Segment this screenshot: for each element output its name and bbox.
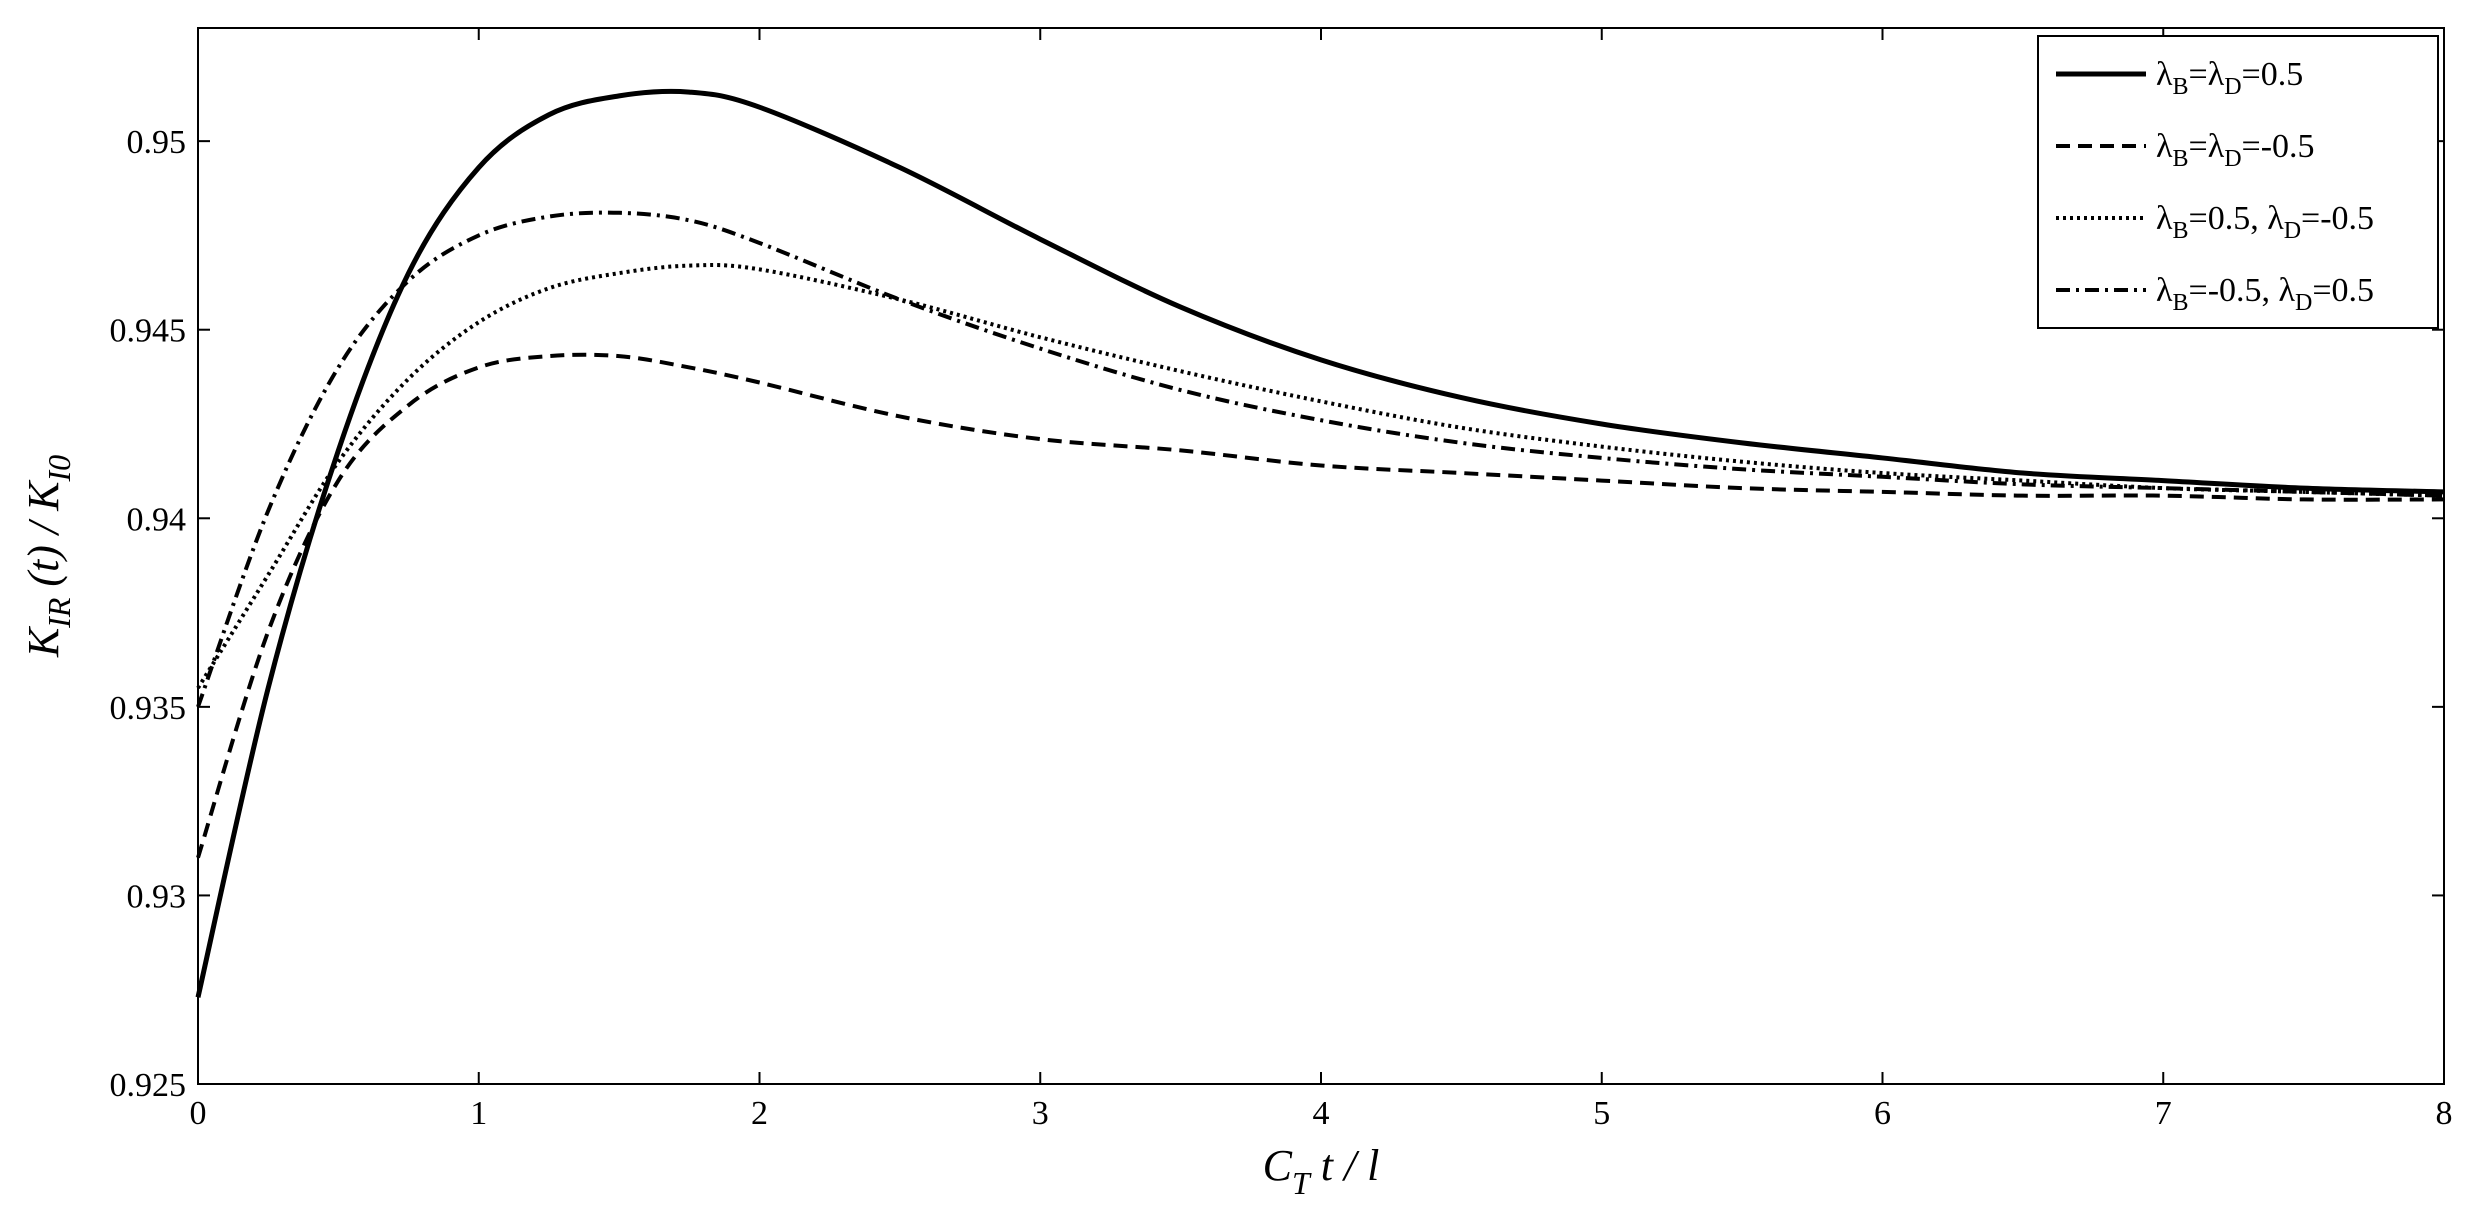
legend-text-part: =-0.5,	[2189, 272, 2279, 309]
legend-subscript: D	[2224, 74, 2241, 100]
legend-subscript: D	[2295, 290, 2312, 316]
x-tick-label: 2	[751, 1095, 768, 1132]
y-tick-label: 0.935	[110, 690, 187, 727]
x-axis-title: CT t / l	[1263, 1141, 1380, 1201]
legend-text-part: λ	[2156, 272, 2173, 309]
axis-ticks: 0 1 2 3 4 5 6 7 8 0.925 0.93 0.935 0.94 0.945 0.95	[110, 28, 2453, 1132]
legend-subscript: B	[2173, 290, 2189, 316]
legend-text-part: =0.5	[2312, 272, 2374, 309]
x-axis-title-sub: T	[1292, 1165, 1312, 1201]
series-line-3	[196, 263, 2445, 690]
legend-text-part: =0.5	[2242, 56, 2304, 93]
legend-text-part: λ	[2156, 200, 2173, 237]
y-axis-title: KIR (t) / KI0	[19, 455, 77, 658]
legend-text-part: λ	[2267, 200, 2284, 237]
x-tick-label: 4	[1313, 1095, 1330, 1132]
legend-text-part: =0.5,	[2189, 200, 2268, 237]
y-axis-title-mid: (t) /	[19, 511, 68, 598]
legend: λB​=λD=0.5λB​=λD=-0.5λB=0.5, λD=-0.5λB=-…	[2037, 35, 2439, 329]
legend-text-part: =-0.5	[2301, 200, 2374, 237]
y-tick-label: 0.94	[127, 501, 187, 538]
legend-subscript: D	[2224, 146, 2241, 172]
legend-subscript: B	[2173, 218, 2189, 244]
series-line-2	[196, 352, 2445, 859]
y-axis-title-k2-sub: I0	[41, 455, 77, 483]
legend-text-part: =-0.5	[2242, 128, 2315, 165]
legend-label-1: λB​=λD=0.5	[2156, 56, 2303, 100]
y-tick-label: 0.925	[110, 1067, 187, 1104]
x-tick-label: 1	[470, 1095, 487, 1132]
legend-label-2: λB​=λD=-0.5	[2156, 128, 2315, 172]
x-axis-title-main: C	[1263, 1141, 1293, 1190]
y-axis-title-k2: K	[19, 479, 68, 512]
x-tick-label: 6	[1874, 1095, 1891, 1132]
y-tick-label: 0.93	[127, 878, 187, 915]
legend-subscript: B	[2173, 74, 2189, 100]
legend-subscript: B	[2173, 146, 2189, 172]
legend-text-part: =λ	[2189, 56, 2225, 93]
x-tick-label: 5	[1593, 1095, 1610, 1132]
y-axis-title-k1-sub: IR	[41, 597, 77, 629]
y-tick-label: 0.95	[127, 124, 187, 161]
legend-text-part: λ	[2279, 272, 2296, 309]
series-lines	[195, 88, 2445, 998]
y-axis-title-k1: K	[19, 625, 68, 658]
x-axis-title-rest: t / l	[1310, 1141, 1380, 1190]
series-line-4	[196, 210, 2445, 708]
y-tick-label: 0.945	[110, 313, 187, 350]
series-line-1	[195, 88, 2445, 998]
x-tick-label: 8	[2436, 1095, 2453, 1132]
legend-text-part: λ	[2156, 56, 2173, 93]
x-tick-label: 0	[190, 1095, 207, 1132]
legend-label-4: λB=-0.5, λD=0.5	[2156, 272, 2374, 316]
legend-box	[2037, 35, 2439, 329]
x-tick-label: 7	[2155, 1095, 2172, 1132]
legend-text-part: =λ	[2189, 128, 2225, 165]
x-tick-label: 3	[1032, 1095, 1049, 1132]
legend-text-part: λ	[2156, 128, 2173, 165]
legend-label-3: λB=0.5, λD=-0.5	[2156, 200, 2374, 244]
legend-subscript: D	[2284, 218, 2301, 244]
